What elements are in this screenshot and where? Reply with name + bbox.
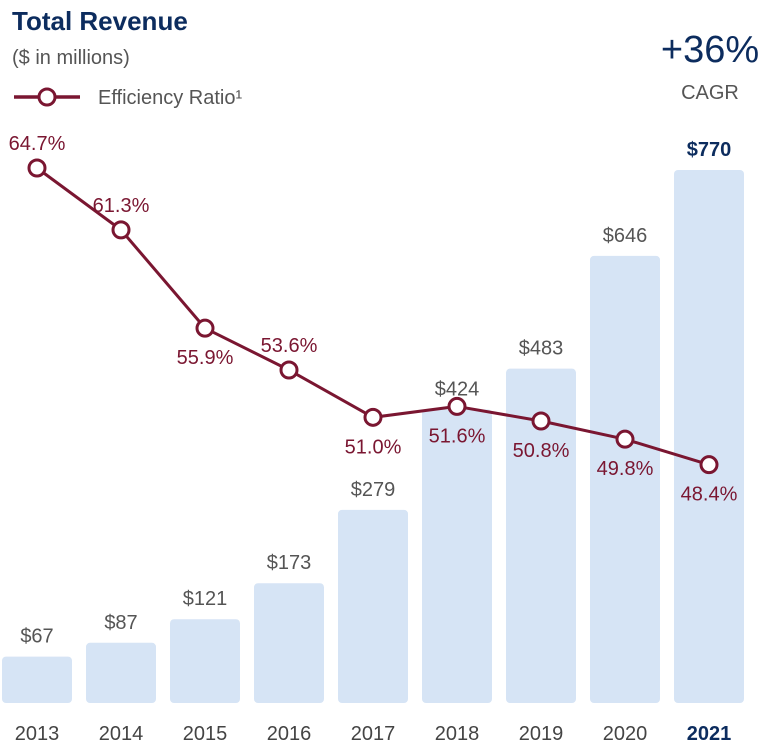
efficiency-labels-group: 64.7% 61.3% 55.9% 53.6% 51.0% 51.6% 50.8% 49.8%…	[9, 133, 738, 506]
bar-labels-group: $67 $87 $121 $173 $279 $424 $483 $646 $770	[20, 139, 731, 648]
bar-value-label: $646	[603, 225, 648, 247]
cagr-annotation: +36% CAGR	[661, 29, 759, 104]
x-tick-label: 2018	[435, 723, 480, 745]
bar-value-label: $173	[267, 552, 312, 574]
efficiency-point	[111, 220, 131, 240]
x-tick-label: 2015	[183, 723, 228, 745]
efficiency-point	[447, 396, 467, 416]
bar-value-label: $770	[687, 139, 732, 161]
bar-value-label: $279	[351, 479, 396, 501]
bar-value-label: $67	[20, 626, 53, 648]
efficiency-value-label: 48.4%	[681, 484, 738, 506]
x-tick-label: 2019	[519, 723, 564, 745]
bar-2014	[86, 642, 156, 703]
cagr-value: +36%	[661, 29, 759, 71]
efficiency-value-label: 53.6%	[261, 335, 318, 357]
efficiency-value-label: 51.0%	[345, 436, 402, 458]
efficiency-point	[615, 429, 635, 449]
bar-2018	[422, 409, 492, 703]
efficiency-point	[279, 360, 299, 380]
bar-2021	[674, 170, 744, 703]
bar-2016	[254, 583, 324, 703]
x-tick-label: 2014	[99, 723, 144, 745]
chart-title: Total Revenue	[12, 6, 188, 36]
legend-marker-icon	[37, 87, 57, 107]
efficiency-point	[195, 318, 215, 338]
chart-subtitle: ($ in millions)	[12, 47, 130, 69]
legend-label: Efficiency Ratio¹	[98, 87, 242, 109]
efficiency-value-label: 55.9%	[177, 347, 234, 369]
efficiency-point	[27, 158, 47, 178]
x-tick-label: 2017	[351, 723, 396, 745]
efficiency-point	[531, 411, 551, 431]
legend: Efficiency Ratio¹	[14, 87, 242, 109]
bar-2020	[590, 255, 660, 703]
x-axis-ticks: 2013 2014 2015 2016 2017 2018 2019 2020 2021	[15, 723, 732, 745]
bar-2019	[506, 368, 576, 703]
efficiency-line-group	[27, 158, 719, 475]
efficiency-point	[699, 455, 719, 475]
efficiency-value-label: 50.8%	[513, 440, 570, 462]
x-tick-label: 2020	[603, 723, 648, 745]
bar-value-label: $121	[183, 588, 228, 610]
efficiency-value-label: 49.8%	[597, 458, 654, 480]
bars-group	[2, 170, 744, 703]
bar-value-label: $87	[104, 612, 137, 634]
efficiency-value-label: 61.3%	[93, 195, 150, 217]
bar-2017	[338, 509, 408, 703]
x-tick-label: 2016	[267, 723, 312, 745]
efficiency-value-label: 64.7%	[9, 133, 66, 155]
bar-value-label: $424	[435, 379, 480, 401]
x-tick-label: 2021	[687, 723, 732, 745]
bar-2015	[170, 619, 240, 703]
efficiency-point	[363, 407, 383, 427]
cagr-label: CAGR	[681, 82, 739, 104]
bar-2013	[2, 656, 72, 703]
x-tick-label: 2013	[15, 723, 60, 745]
efficiency-value-label: 51.6%	[429, 425, 486, 447]
bar-value-label: $483	[519, 338, 564, 360]
